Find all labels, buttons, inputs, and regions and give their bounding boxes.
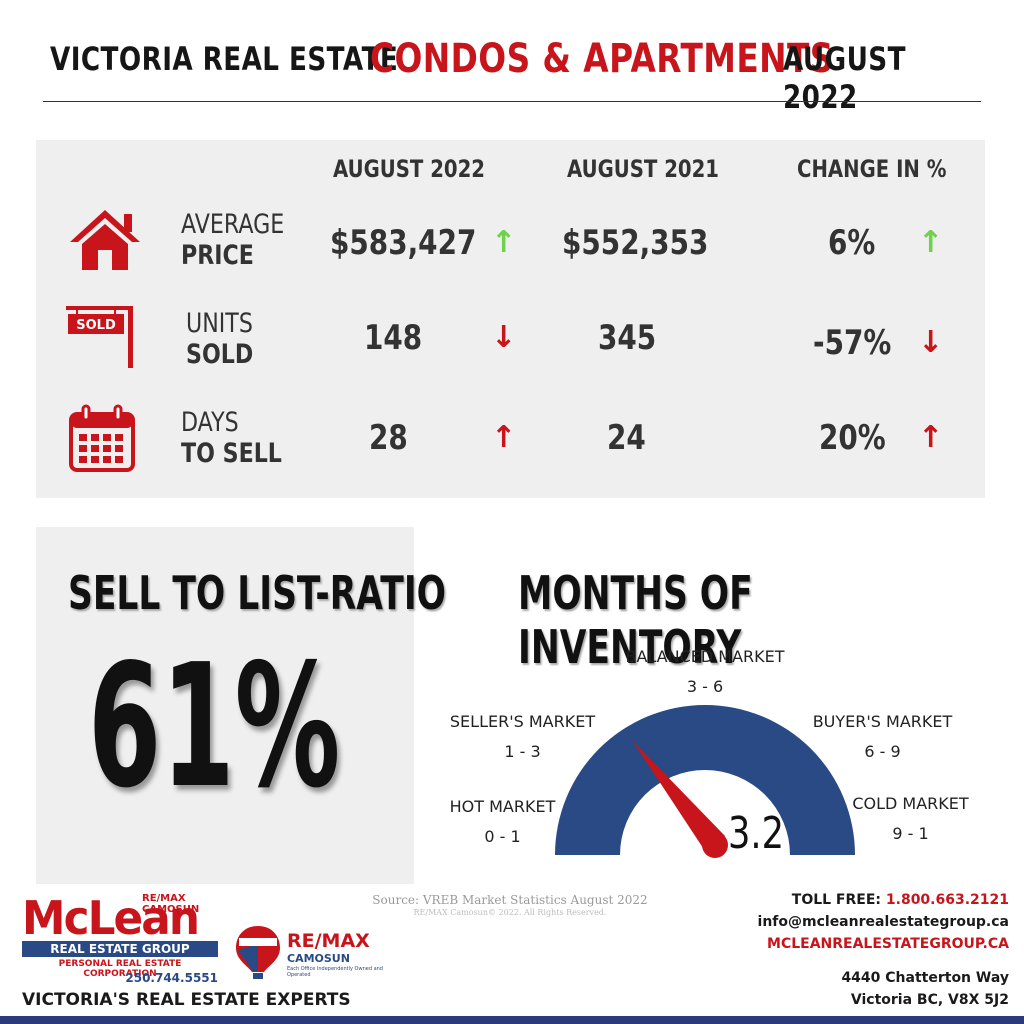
mclean-logo: RE/MAX CAMOSUN McLean REAL ESTATE GROUP … xyxy=(22,891,222,988)
toll-free: TOLL FREE: 1.800.663.2121 xyxy=(792,892,1009,908)
inventory-title: MONTHS OF INVENTORY xyxy=(518,566,753,674)
average-price-change: 6% xyxy=(828,223,876,263)
column-header-previous: AUGUST 2021 xyxy=(567,155,719,183)
sell-to-list-panel xyxy=(36,527,414,884)
row-label-bottom: PRICE xyxy=(181,240,254,271)
sell-to-list-value: 61% xyxy=(88,628,341,826)
row-label-top: DAYS xyxy=(181,407,239,438)
arrow-up-icon: ↑ xyxy=(491,225,517,260)
address-line-2: Victoria BC, V8X 5J2 xyxy=(850,992,1009,1008)
arrow-up-icon: ↑ xyxy=(918,225,944,260)
balanced-market-label: BALANCED MARKET 3 - 6 xyxy=(600,642,810,702)
header-divider xyxy=(43,101,981,102)
average-price-previous: $552,353 xyxy=(562,223,709,263)
header-title-category: CONDOS & APARTMENTS xyxy=(370,36,834,82)
days-to-sell-current: 28 xyxy=(369,418,408,458)
logo-brand-sub: REAL ESTATE GROUP xyxy=(22,941,218,957)
label-range: 1 - 3 xyxy=(504,742,541,761)
remax-name: RE/MAX xyxy=(287,930,370,952)
header-title-left: VICTORIA REAL ESTATE xyxy=(50,40,399,78)
tagline: VICTORIA'S REAL ESTATE EXPERTS xyxy=(22,990,351,1010)
units-sold-current: 148 xyxy=(364,318,423,358)
days-to-sell-previous: 24 xyxy=(607,418,646,458)
remax-balloon-icon xyxy=(236,926,280,979)
source-note: Source: VREB Market Statistics August 20… xyxy=(372,893,648,907)
column-header-current: AUGUST 2022 xyxy=(333,155,485,183)
label-range: 9 - 1 xyxy=(892,824,929,843)
units-sold-change: -57% xyxy=(813,323,892,363)
sold-sign-text: SOLD xyxy=(76,318,116,333)
label-range: 0 - 1 xyxy=(484,827,521,846)
stats-panel xyxy=(36,140,985,498)
gauge-needle xyxy=(632,740,725,854)
label-name: BUYER'S MARKET xyxy=(812,712,953,731)
average-price-current: $583,427 xyxy=(330,223,477,263)
toll-free-label: TOLL FREE: xyxy=(791,892,886,908)
label-name: HOT MARKET xyxy=(449,797,556,816)
inventory-gauge xyxy=(555,705,855,858)
arrow-down-icon: ↓ xyxy=(918,325,944,360)
logo-brand-corp: PERSONAL REAL ESTATE CORPORATION xyxy=(58,959,182,979)
toll-free-number: 1.800.663.2121 xyxy=(885,892,1009,908)
buyers-market-label: BUYER'S MARKET 6 - 9 xyxy=(785,707,980,767)
label-name: SELLER'S MARKET xyxy=(449,712,596,731)
contact-website: MCLEANREALESTATEGROUP.CA xyxy=(767,936,1009,952)
units-sold-previous: 345 xyxy=(598,318,657,358)
column-header-change: CHANGE IN % xyxy=(797,155,947,183)
row-label-bottom: SOLD xyxy=(186,339,254,370)
copyright-note: RE/MAX Camosun© 2022. All Rights Reserve… xyxy=(413,908,607,917)
label-range: 6 - 9 xyxy=(864,742,901,761)
logo-brand-phone: 250.744.5551 xyxy=(125,971,218,985)
logo-brand-name: McLean xyxy=(22,891,200,945)
row-label-top: UNITS xyxy=(186,308,253,339)
arrow-up-icon: ↑ xyxy=(491,420,517,455)
bottom-bar xyxy=(0,1016,1024,1024)
house-icon xyxy=(70,210,140,270)
logo-brand-small: RE/MAX CAMOSUN xyxy=(142,893,200,915)
gauge-pivot xyxy=(702,832,728,858)
address-line-1: 4440 Chatterton Way xyxy=(841,970,1009,986)
row-label-bottom: TO SELL xyxy=(181,438,282,469)
arrow-down-icon: ↓ xyxy=(491,320,517,355)
label-name: BALANCED MARKET xyxy=(625,647,785,666)
arrow-up-icon: ↑ xyxy=(918,420,944,455)
row-label-days-to-sell: DAYS TO SELL xyxy=(181,407,282,469)
remax-fine-print: Each Office Independently Owned and Oper… xyxy=(287,966,383,978)
contact-email: info@mcleanrealestategroup.ca xyxy=(757,914,1009,930)
gauge-arc xyxy=(555,705,855,855)
days-to-sell-change: 20% xyxy=(819,418,886,458)
cold-market-label: COLD MARKET 9 - 1 xyxy=(818,789,1003,849)
row-label-average-price: AVERAGE PRICE xyxy=(181,209,284,271)
inventory-value: 3.2 xyxy=(728,808,784,859)
label-range: 3 - 6 xyxy=(686,677,724,696)
header-title-date: AUGUST 2022 xyxy=(783,40,906,116)
remax-sub: CAMOSUN xyxy=(287,952,350,965)
calendar-icon xyxy=(69,404,135,472)
sell-to-list-title: SELL TO LIST-RATIO xyxy=(68,566,447,620)
label-name: COLD MARKET xyxy=(852,794,969,813)
hot-market-label: HOT MARKET 0 - 1 xyxy=(410,792,595,852)
row-label-units-sold: UNITS SOLD xyxy=(186,308,253,370)
sold-sign-icon: SOLD xyxy=(66,306,133,368)
sellers-market-label: SELLER'S MARKET 1 - 3 xyxy=(425,707,620,767)
row-label-top: AVERAGE xyxy=(181,209,285,240)
